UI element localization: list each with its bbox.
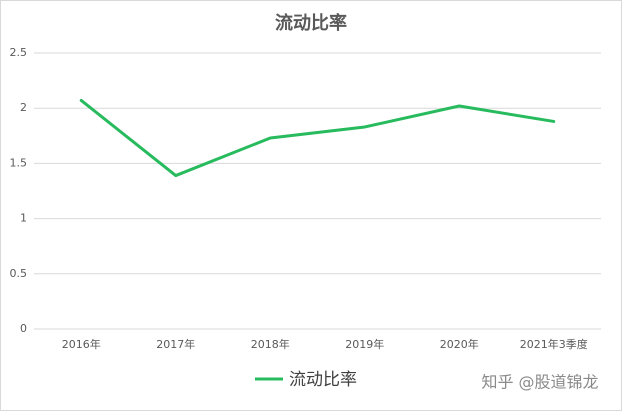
- line-series: [79, 98, 556, 178]
- y-tick-label: 1: [20, 212, 27, 225]
- x-tick-label: 2020年: [440, 337, 479, 351]
- legend-label: 流动比率: [289, 370, 357, 390]
- y-tick-label: 0: [20, 322, 27, 335]
- chart-title: 流动比率: [275, 12, 347, 34]
- y-tick-label: 1.5: [10, 156, 28, 169]
- y-tick-label: 0.5: [10, 267, 28, 280]
- x-tick-label: 2021年3季度: [520, 337, 588, 351]
- x-tick-label: 2016年: [62, 337, 101, 351]
- x-tick-label: 2017年: [156, 337, 195, 351]
- y-tick-label: 2.5: [10, 46, 28, 59]
- x-tick-label: 2019年: [345, 337, 384, 351]
- y-tick-label: 2: [20, 101, 27, 114]
- watermark: 知乎 @股道锦龙: [481, 373, 598, 392]
- x-tick-label: 2018年: [251, 337, 290, 351]
